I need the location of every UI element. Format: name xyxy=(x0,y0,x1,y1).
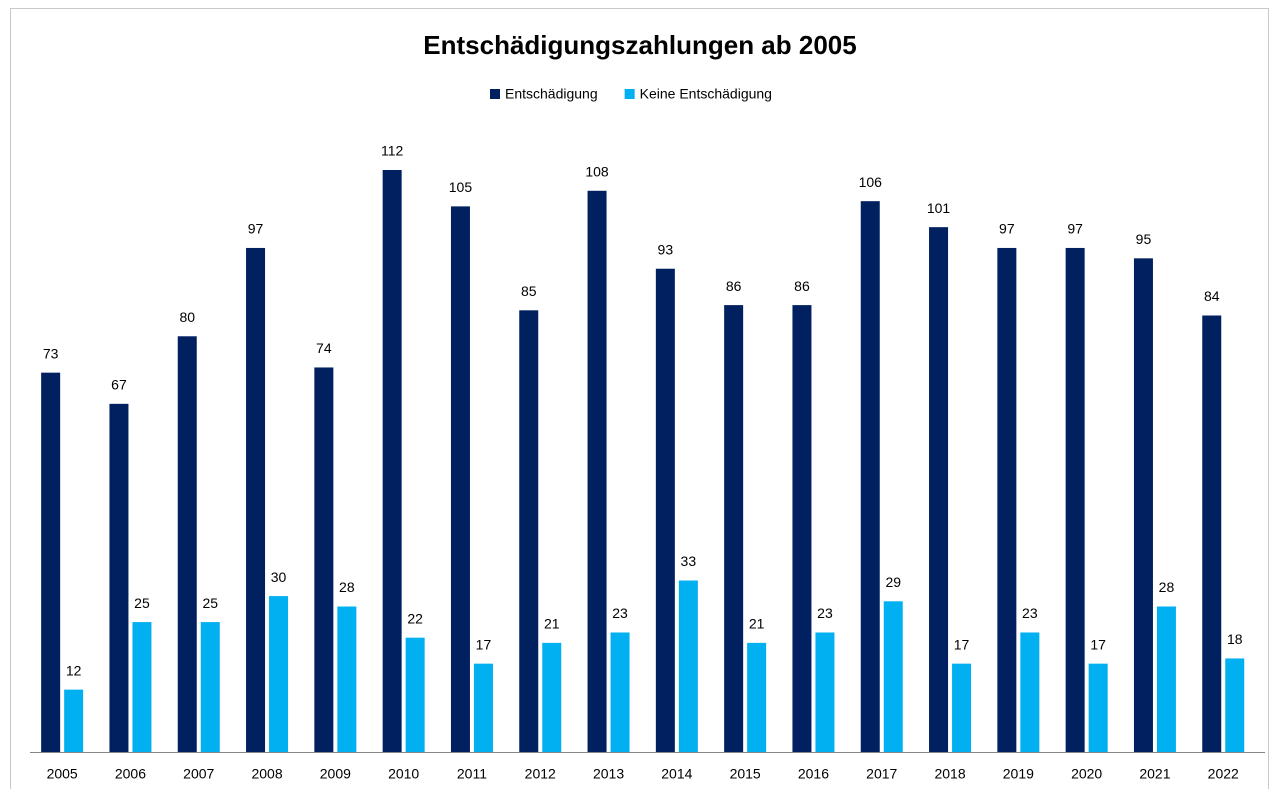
data-label: 22 xyxy=(407,610,423,626)
data-label: 105 xyxy=(449,179,473,195)
bar xyxy=(997,247,1017,753)
x-tick-label: 2010 xyxy=(388,766,419,782)
bar xyxy=(747,642,767,752)
data-label: 97 xyxy=(1067,221,1083,237)
bar xyxy=(337,606,357,752)
x-tick-label: 2018 xyxy=(934,766,965,782)
data-label: 12 xyxy=(66,662,82,678)
chart-frame xyxy=(10,8,1269,789)
bar xyxy=(200,622,220,752)
data-label: 95 xyxy=(1136,231,1152,247)
bar xyxy=(1133,258,1153,752)
data-label: 85 xyxy=(521,283,537,299)
data-label: 25 xyxy=(202,595,218,611)
x-tick-label: 2008 xyxy=(251,766,282,782)
bar xyxy=(314,367,334,752)
bar xyxy=(269,596,289,752)
x-tick-label: 2005 xyxy=(47,766,78,782)
x-tick-label: 2009 xyxy=(320,766,351,782)
bar xyxy=(382,170,402,752)
data-label: 112 xyxy=(381,143,404,159)
bar xyxy=(678,580,698,752)
data-label: 101 xyxy=(927,200,951,216)
x-tick-label: 2020 xyxy=(1071,766,1102,782)
data-label: 17 xyxy=(954,636,970,652)
data-label: 106 xyxy=(859,174,883,190)
bar xyxy=(610,632,630,752)
x-tick-label: 2022 xyxy=(1208,766,1239,782)
legend-label: Entschädigung xyxy=(505,86,598,102)
x-tick-label: 2015 xyxy=(730,766,761,782)
x-tick-label: 2021 xyxy=(1139,766,1170,782)
bar xyxy=(792,305,812,752)
bar xyxy=(405,637,425,752)
bar xyxy=(132,622,152,752)
bar xyxy=(1156,606,1176,752)
data-label: 93 xyxy=(658,241,674,257)
bar xyxy=(177,336,197,752)
data-label: 80 xyxy=(179,309,195,325)
bar xyxy=(929,227,949,753)
data-label: 30 xyxy=(271,569,287,585)
legend-label: Keine Entschädigung xyxy=(640,86,772,102)
data-label: 33 xyxy=(681,553,697,569)
data-label: 86 xyxy=(794,278,810,294)
bar xyxy=(587,190,607,753)
bar xyxy=(1020,632,1040,752)
bar xyxy=(450,206,470,752)
data-label: 28 xyxy=(339,579,355,595)
data-label: 18 xyxy=(1227,631,1243,647)
data-label: 21 xyxy=(544,616,560,632)
data-label: 28 xyxy=(1159,579,1175,595)
x-tick-label: 2014 xyxy=(661,766,692,782)
data-label: 74 xyxy=(316,340,332,356)
x-tick-label: 2013 xyxy=(593,766,624,782)
bar xyxy=(109,403,129,752)
data-label: 97 xyxy=(248,221,264,237)
bar xyxy=(1202,315,1222,752)
legend-swatch xyxy=(624,89,635,99)
data-label: 17 xyxy=(1090,636,1106,652)
bar xyxy=(542,642,562,752)
bar xyxy=(860,201,880,752)
x-tick-label: 2011 xyxy=(457,766,487,782)
bar xyxy=(655,268,675,752)
bar xyxy=(883,601,903,752)
bar xyxy=(473,663,493,752)
data-label: 86 xyxy=(726,278,742,294)
chart-title: Entschädigungszahlungen ab 2005 xyxy=(423,30,856,60)
bar xyxy=(952,663,972,752)
x-tick-label: 2012 xyxy=(525,766,556,782)
bar xyxy=(815,632,835,752)
data-label: 17 xyxy=(476,636,492,652)
data-label: 23 xyxy=(1022,605,1038,621)
bar xyxy=(246,247,266,753)
data-label: 67 xyxy=(111,377,127,393)
bar xyxy=(1225,658,1245,752)
bar xyxy=(519,310,539,752)
x-tick-label: 2017 xyxy=(866,766,897,782)
data-label: 97 xyxy=(999,221,1015,237)
data-label: 108 xyxy=(585,163,609,179)
legend-swatch xyxy=(490,89,500,99)
data-label: 84 xyxy=(1204,288,1220,304)
x-tick-label: 2006 xyxy=(115,766,146,782)
data-label: 29 xyxy=(885,574,901,590)
x-tick-label: 2019 xyxy=(1003,766,1034,782)
data-label: 21 xyxy=(749,616,765,632)
x-tick-label: 2007 xyxy=(183,766,214,782)
bar xyxy=(1065,247,1085,753)
data-label: 23 xyxy=(817,605,833,621)
bar xyxy=(1088,663,1108,752)
bar xyxy=(64,689,84,752)
bar xyxy=(41,372,61,752)
data-label: 23 xyxy=(612,605,628,621)
bar xyxy=(724,305,744,752)
x-tick-label: 2016 xyxy=(798,766,829,782)
data-label: 73 xyxy=(43,345,59,361)
data-label: 25 xyxy=(134,595,150,611)
